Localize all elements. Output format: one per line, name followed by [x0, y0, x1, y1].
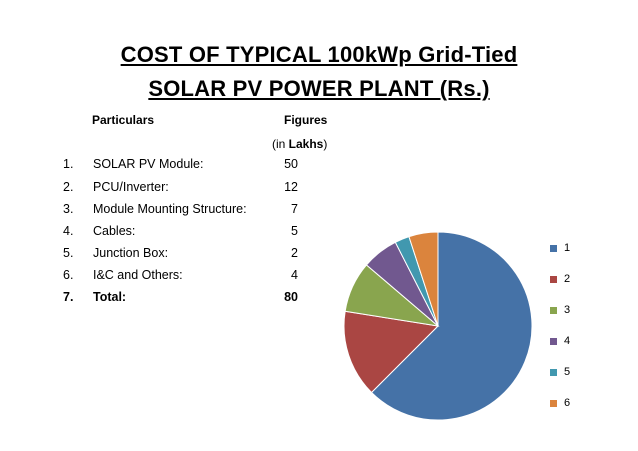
figures-unit-header: (in Lakhs) — [272, 137, 328, 151]
row-label: Cables: — [93, 224, 136, 238]
row-number: 4. — [63, 224, 74, 238]
row-number: 2. — [63, 180, 74, 194]
legend-swatch — [550, 307, 557, 314]
legend-label: 4 — [564, 335, 571, 347]
row-value: 2 — [291, 246, 298, 260]
table-row: 5. Junction Box: 2 — [0, 246, 340, 268]
table-row: 4. Cables: 5 — [0, 224, 340, 246]
row-number: 7. — [63, 290, 74, 304]
legend-swatch — [550, 338, 557, 345]
row-value: 4 — [291, 268, 298, 282]
pie-slice-2 — [343, 310, 440, 394]
row-value: 12 — [284, 180, 298, 194]
row-label: Junction Box: — [93, 246, 169, 260]
chart-title-line-1: COST OF TYPICAL 100kWp Grid-Tied — [120, 42, 518, 67]
cost-pie-chart — [343, 231, 533, 421]
pie-slice-1 — [370, 231, 533, 421]
row-label: PCU/Inverter: — [93, 180, 169, 194]
row-label: Module Mounting Structure: — [93, 202, 247, 216]
table-row: 6. I&C and Others: 4 — [0, 268, 340, 290]
pie-slice-6 — [408, 231, 439, 327]
row-value: 80 — [284, 290, 298, 304]
legend-swatch — [550, 276, 557, 283]
row-number: 5. — [63, 246, 74, 260]
chart-title-line-2: SOLAR PV POWER PLANT (Rs.) — [148, 76, 490, 101]
row-number: 1. — [63, 157, 74, 171]
row-number: 3. — [63, 202, 74, 216]
table-row: 1. SOLAR PV Module: 50 — [0, 157, 340, 179]
table-row: 7. Total: 80 — [0, 290, 340, 312]
row-value: 5 — [291, 224, 298, 238]
legend-label: 6 — [564, 397, 571, 409]
row-label: Total: — [93, 290, 127, 304]
legend-swatch — [550, 245, 557, 252]
figures-header: Figures — [284, 113, 328, 127]
row-label: SOLAR PV Module: — [93, 157, 204, 171]
row-label: I&C and Others: — [93, 268, 183, 282]
table-row: 2. PCU/Inverter: 12 — [0, 180, 340, 202]
legend-swatch — [550, 369, 557, 376]
legend-label: 5 — [564, 366, 571, 378]
row-number: 6. — [63, 268, 74, 282]
particulars-header: Particulars — [92, 113, 155, 127]
table-row: 3. Module Mounting Structure: 7 — [0, 202, 340, 224]
row-value: 7 — [291, 202, 298, 216]
legend-label: 3 — [564, 304, 571, 316]
legend-label: 1 — [564, 242, 571, 254]
row-value: 50 — [284, 157, 298, 171]
legend-label: 2 — [564, 273, 571, 285]
legend-swatch — [550, 400, 557, 407]
